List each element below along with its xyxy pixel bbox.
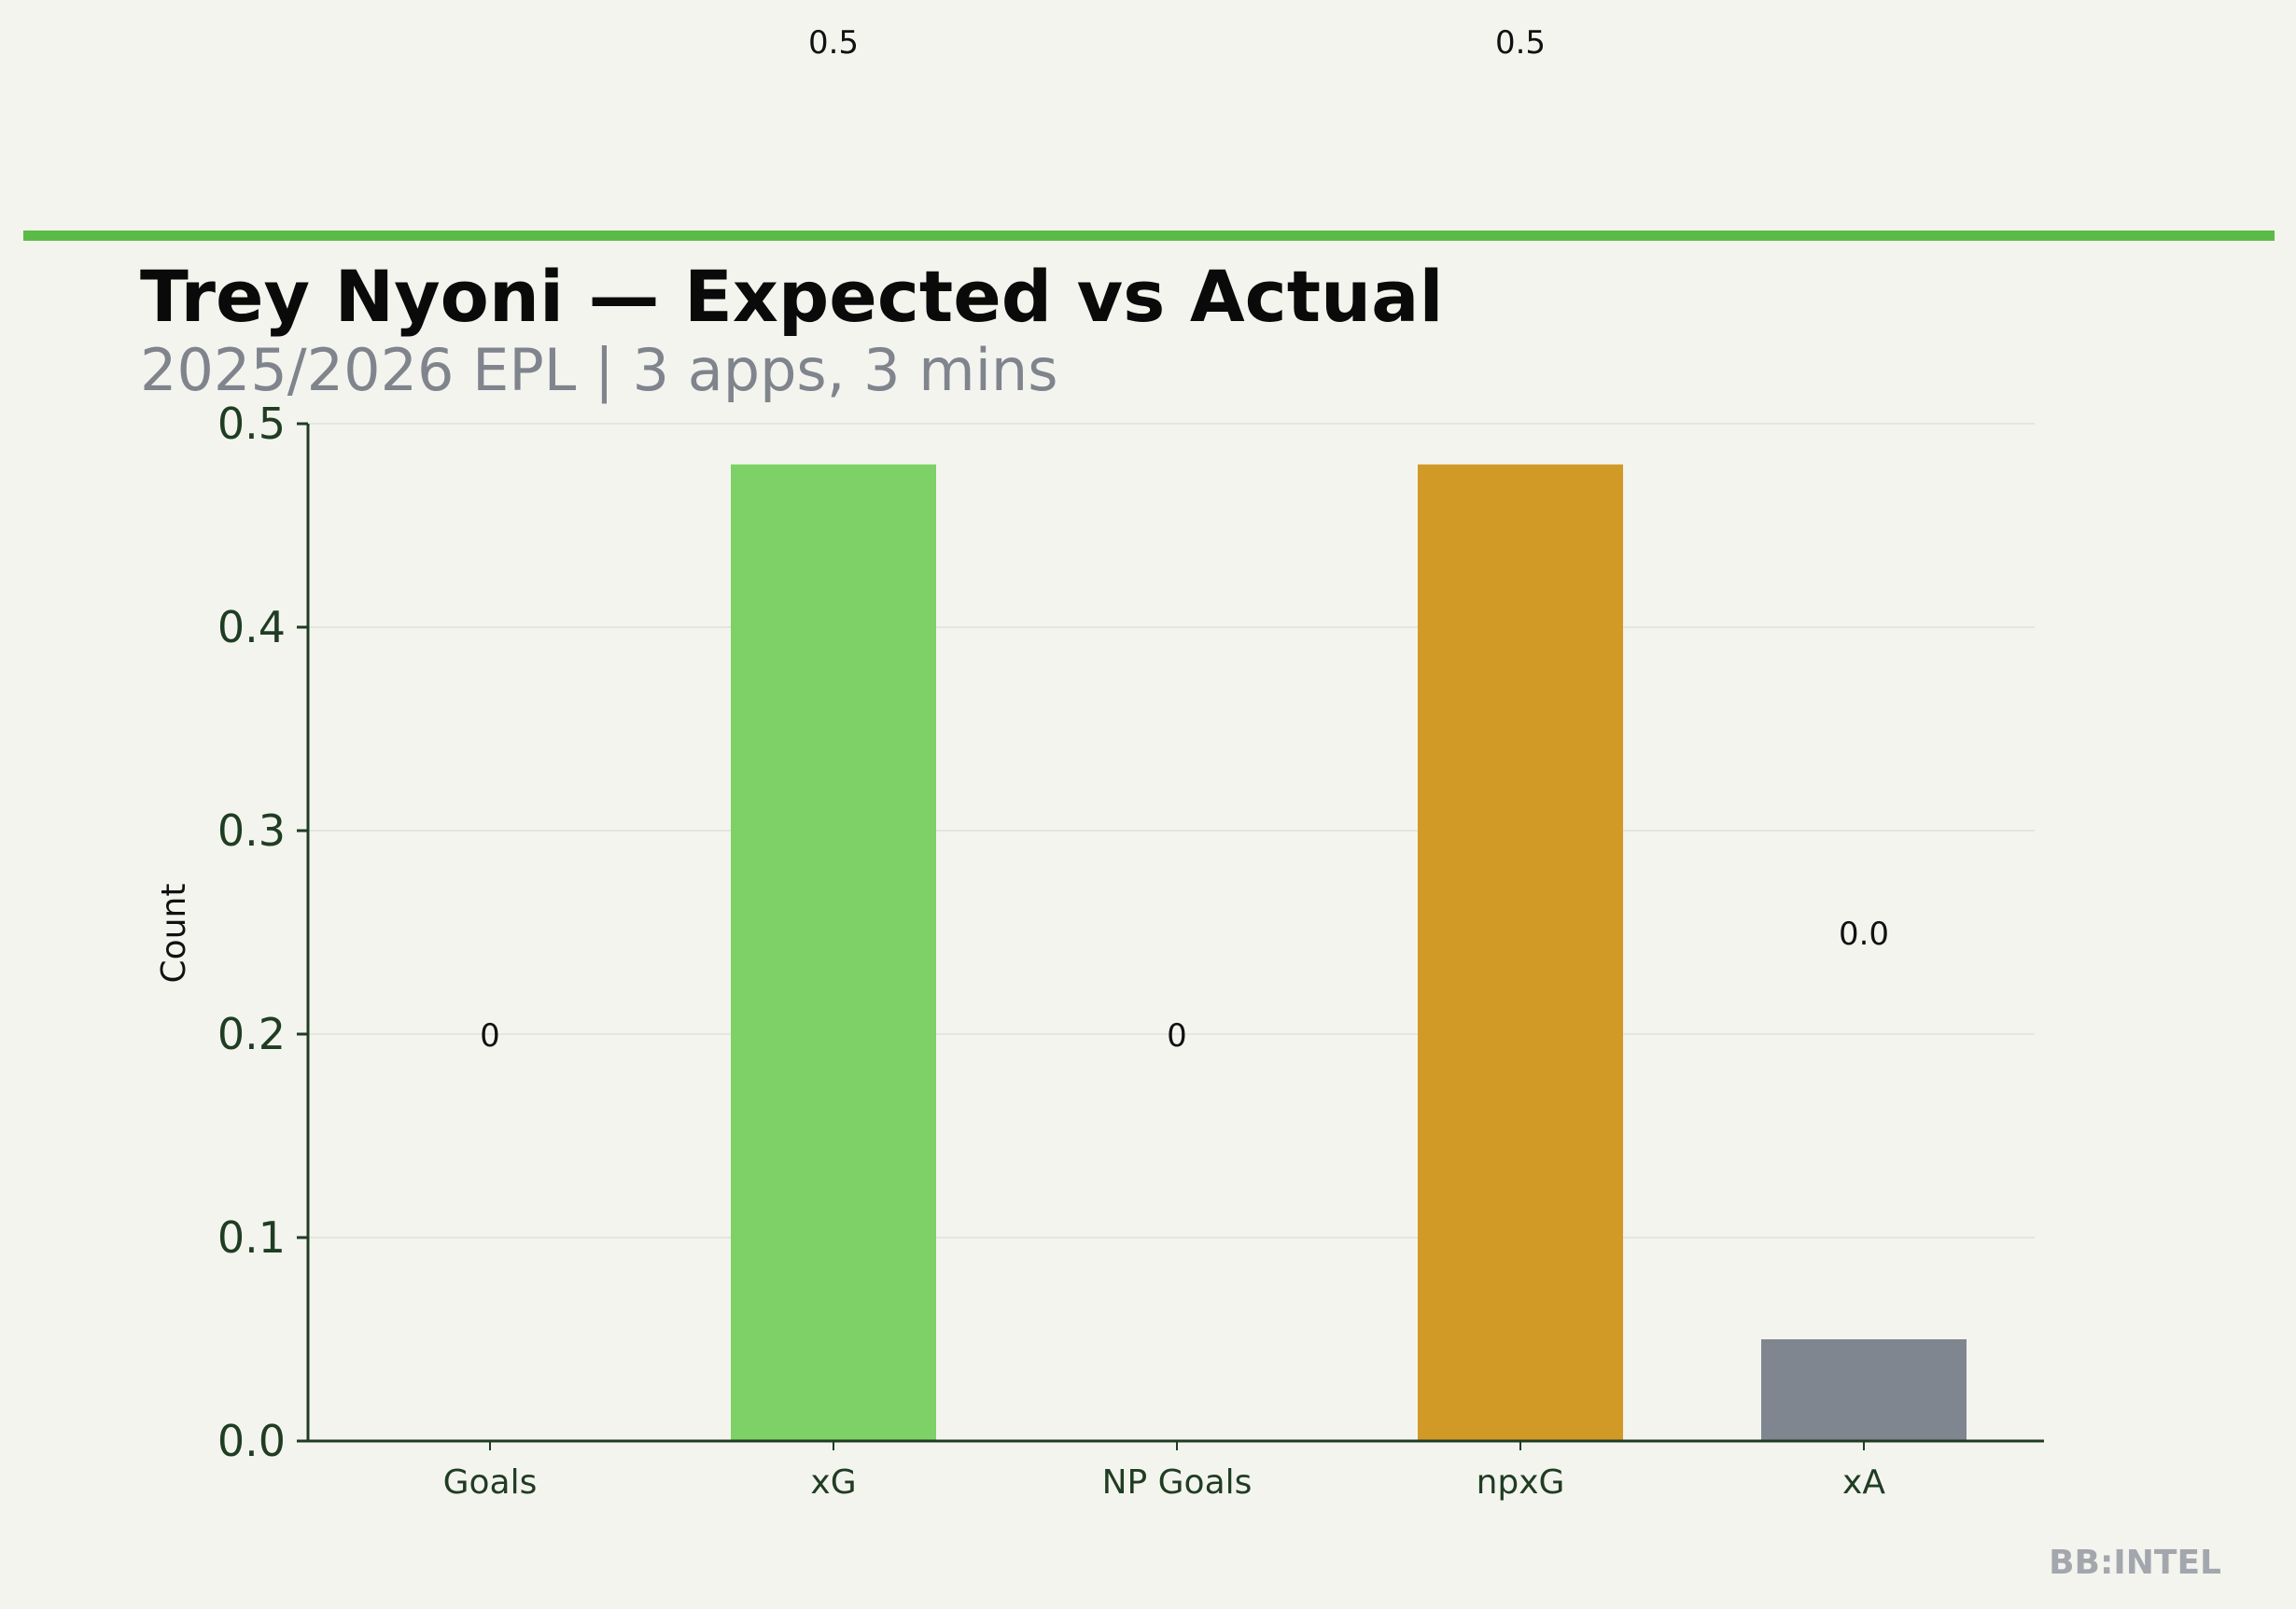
x-tick-label: npxG (1477, 1463, 1565, 1502)
y-axis-label: Count (155, 884, 193, 984)
bar (1418, 464, 1623, 1442)
x-tick-label: NP Goals (1102, 1463, 1253, 1502)
gridlines (308, 423, 2035, 1238)
value-label: 0.5 (808, 24, 859, 62)
value-labels: 0 0.5 0 0.5 0.0 (480, 24, 1889, 1055)
value-label: 0 (1167, 1017, 1187, 1055)
y-tick-label: 0.3 (217, 805, 286, 856)
value-label: 0 (480, 1017, 500, 1055)
y-tick-label: 0.2 (217, 1009, 286, 1059)
x-tick-label: Goals (443, 1463, 538, 1502)
value-label: 0.0 (1839, 916, 1889, 953)
x-tick-label: xA (1842, 1463, 1885, 1502)
y-tick-label: 0.5 (217, 399, 286, 449)
x-tick-label: xG (810, 1463, 856, 1502)
bars (731, 464, 1967, 1442)
x-ticks: Goals xG NP Goals npxG xA (443, 1441, 1885, 1502)
y-tick-label: 0.4 (217, 602, 286, 652)
chart-title: Trey Nyoni — Expected vs Actual (140, 255, 1444, 338)
value-label: 0.5 (1495, 24, 1546, 62)
chart-subtitle: 2025/2026 EPL | 3 apps, 3 mins (140, 336, 1058, 405)
brand-watermark: BB:INTEL (2049, 1544, 2221, 1582)
y-tick-label: 0.1 (217, 1212, 286, 1263)
bar (1761, 1339, 1967, 1441)
accent-bar (23, 231, 2275, 241)
bar (731, 464, 936, 1442)
y-ticks: 0.0 0.1 0.2 0.3 0.4 0.5 (217, 399, 308, 1466)
y-tick-label: 0.0 (217, 1416, 286, 1466)
